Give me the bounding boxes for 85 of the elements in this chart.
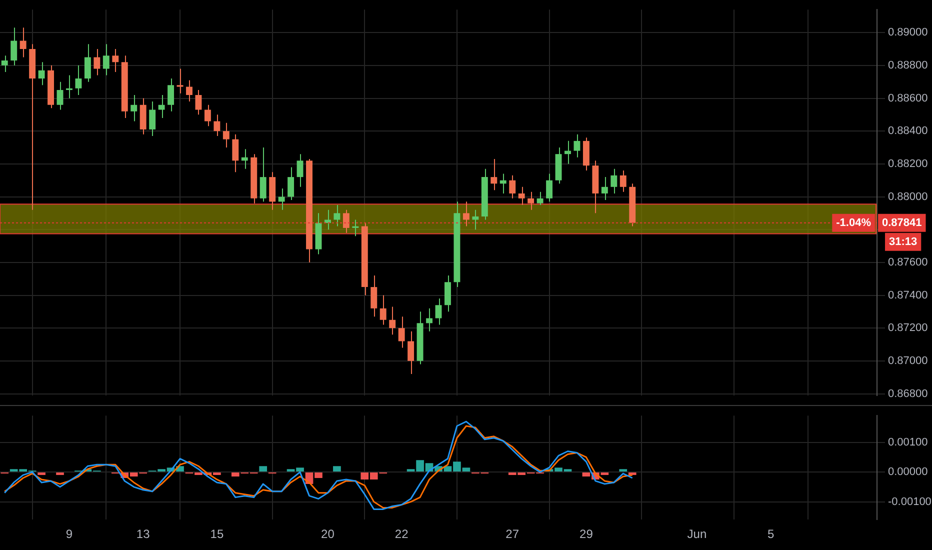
bar	[628, 472, 636, 476]
candlestick	[214, 114, 220, 137]
bar	[619, 469, 628, 472]
candlestick	[334, 204, 340, 227]
bar	[333, 466, 341, 472]
y-tick-label: 0.88200	[888, 158, 928, 170]
candlestick	[620, 170, 626, 192]
y-tick-label: -0.00100	[888, 496, 932, 508]
x-tick-label: 5	[767, 527, 774, 542]
candlestick	[490, 158, 498, 191]
candlestick	[601, 176, 608, 201]
y-tick-label: 0.86800	[888, 388, 928, 400]
ref-line-label: 0.87841	[882, 216, 922, 229]
candlestick	[518, 186, 525, 206]
candlestick	[20, 27, 26, 58]
candlestick	[168, 78, 174, 112]
candlestick	[574, 134, 580, 158]
x-tick-label: 9	[66, 527, 73, 542]
candlestick	[462, 201, 470, 227]
y-tick-label: 0.87400	[888, 289, 928, 302]
y-tick-label: 0.89000	[888, 26, 928, 39]
x-tick-label: 27	[506, 527, 520, 542]
candlestick	[222, 122, 230, 148]
candlestick	[278, 188, 285, 210]
candlestick	[435, 298, 442, 326]
bar	[56, 472, 64, 476]
candlestick	[380, 294, 386, 326]
y-tick-label: 0.00000	[888, 466, 928, 478]
candlestick	[509, 174, 516, 199]
candlestick	[426, 308, 432, 332]
candlestick	[112, 48, 119, 72]
candlestick	[610, 168, 618, 194]
y-tick-label: 0.88600	[888, 92, 928, 104]
candlestick	[158, 94, 165, 118]
y-tick-label: 0.88800	[888, 59, 928, 72]
candlestick	[536, 191, 544, 206]
candlestick	[528, 191, 534, 210]
candlestick	[130, 94, 138, 122]
candlestick	[408, 330, 414, 375]
x-tick-label: 20	[321, 527, 335, 542]
y-tick-label: 0.88000	[888, 190, 928, 203]
y-tick-label: 0.88400	[888, 125, 928, 138]
candlestick	[94, 48, 100, 76]
candlestick	[564, 140, 571, 164]
candlestick	[75, 64, 82, 96]
candlestick	[1, 55, 8, 72]
x-tick-label: Jun	[687, 527, 707, 542]
candlestick	[546, 173, 553, 202]
candlestick	[324, 209, 331, 230]
candlestick	[472, 209, 479, 230]
candlestick	[56, 81, 64, 110]
y-tick-label: 0.87000	[888, 354, 928, 367]
candlestick	[10, 27, 18, 66]
y-tick-label: 0.87200	[888, 322, 928, 334]
candlestick	[342, 209, 350, 234]
candlestick	[296, 154, 304, 188]
candlestick	[176, 68, 184, 94]
candlestick	[260, 147, 266, 202]
candlestick	[389, 306, 396, 336]
candlestick	[398, 316, 405, 348]
annotation: -1.04%	[836, 216, 872, 229]
candlestick	[149, 101, 156, 137]
candlestick	[204, 104, 211, 127]
candlestick	[102, 44, 110, 76]
bar	[38, 472, 46, 476]
x-tick-label: 29	[580, 527, 594, 542]
x-tick-label: 13	[136, 527, 150, 542]
candlestick	[370, 275, 378, 318]
bar	[259, 466, 268, 472]
y-tick-label: 0.00100	[888, 436, 928, 448]
candlestick	[232, 134, 239, 173]
text: 31:13	[889, 236, 918, 248]
candlestick	[241, 148, 248, 170]
x-tick-label: 22	[394, 527, 409, 542]
y-tick-label: 0.87600	[888, 256, 928, 268]
candlestick	[66, 74, 72, 99]
candlestick	[38, 62, 45, 86]
candlestick	[352, 219, 359, 237]
candlestick	[84, 44, 91, 82]
candlestick	[186, 80, 192, 102]
candlestick	[500, 173, 506, 194]
x-tick-label: 15	[210, 527, 224, 542]
candlestick	[444, 275, 451, 312]
candlestick	[288, 166, 294, 201]
candlestick	[195, 90, 202, 116]
